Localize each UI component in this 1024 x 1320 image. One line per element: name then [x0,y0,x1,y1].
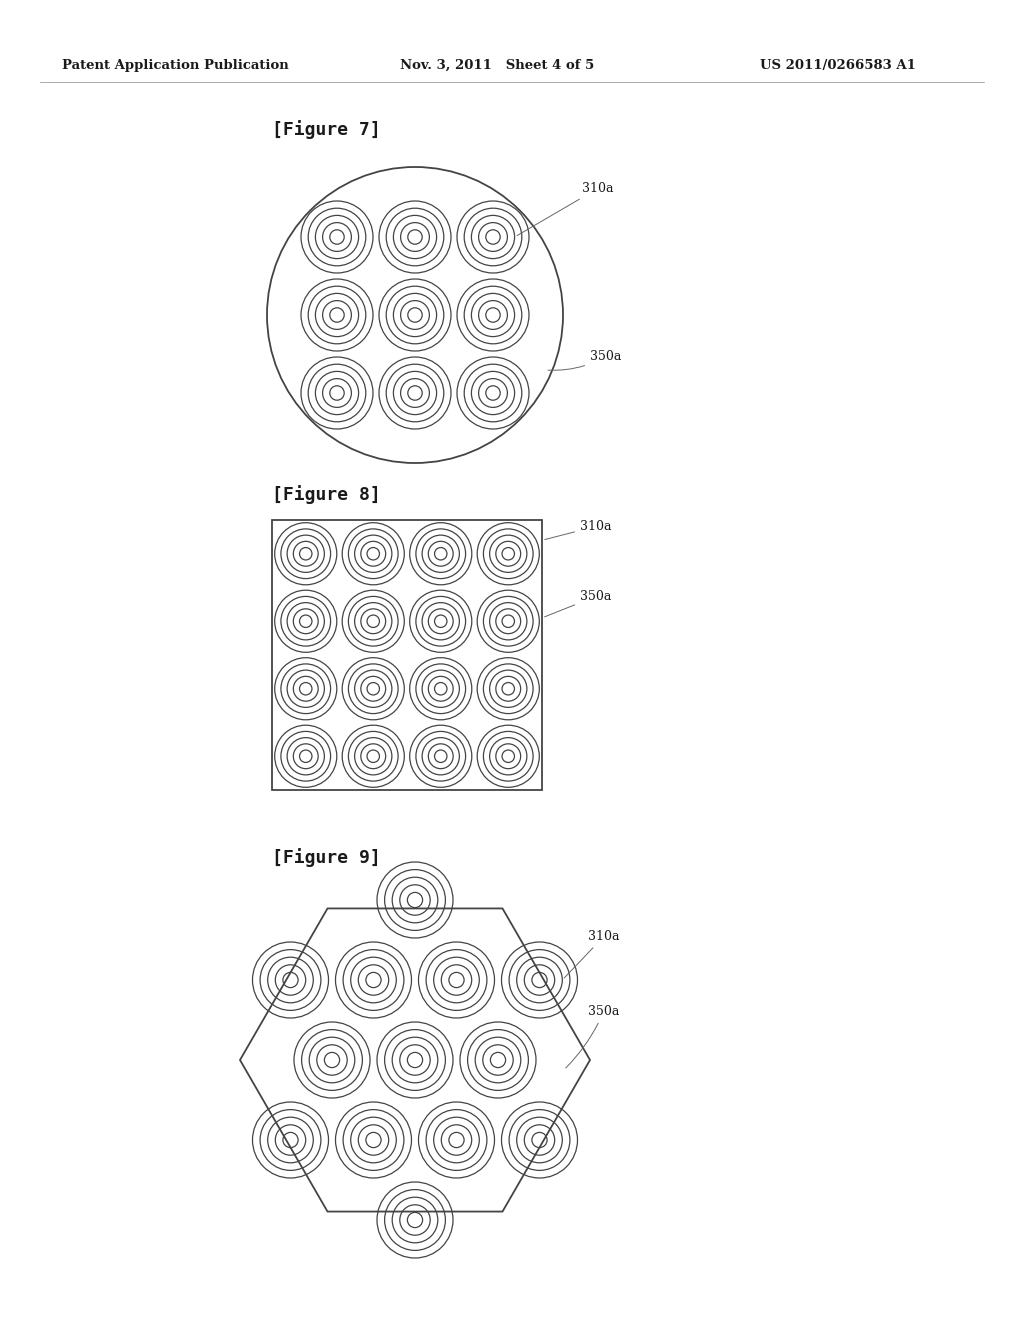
Text: [Figure 9]: [Figure 9] [272,849,381,867]
Text: 350a: 350a [545,590,611,616]
Text: Patent Application Publication: Patent Application Publication [62,58,289,71]
Text: 350a: 350a [548,350,622,371]
Text: 350a: 350a [565,1005,620,1068]
Text: 310a: 310a [564,931,620,978]
Text: US 2011/0266583 A1: US 2011/0266583 A1 [760,58,915,71]
Text: [Figure 8]: [Figure 8] [272,486,381,504]
Bar [272,520,542,789]
Text: [Figure 7]: [Figure 7] [272,120,381,140]
Text: 310a: 310a [545,520,611,540]
Text: 310a: 310a [517,182,613,235]
Text: Nov. 3, 2011   Sheet 4 of 5: Nov. 3, 2011 Sheet 4 of 5 [400,58,594,71]
